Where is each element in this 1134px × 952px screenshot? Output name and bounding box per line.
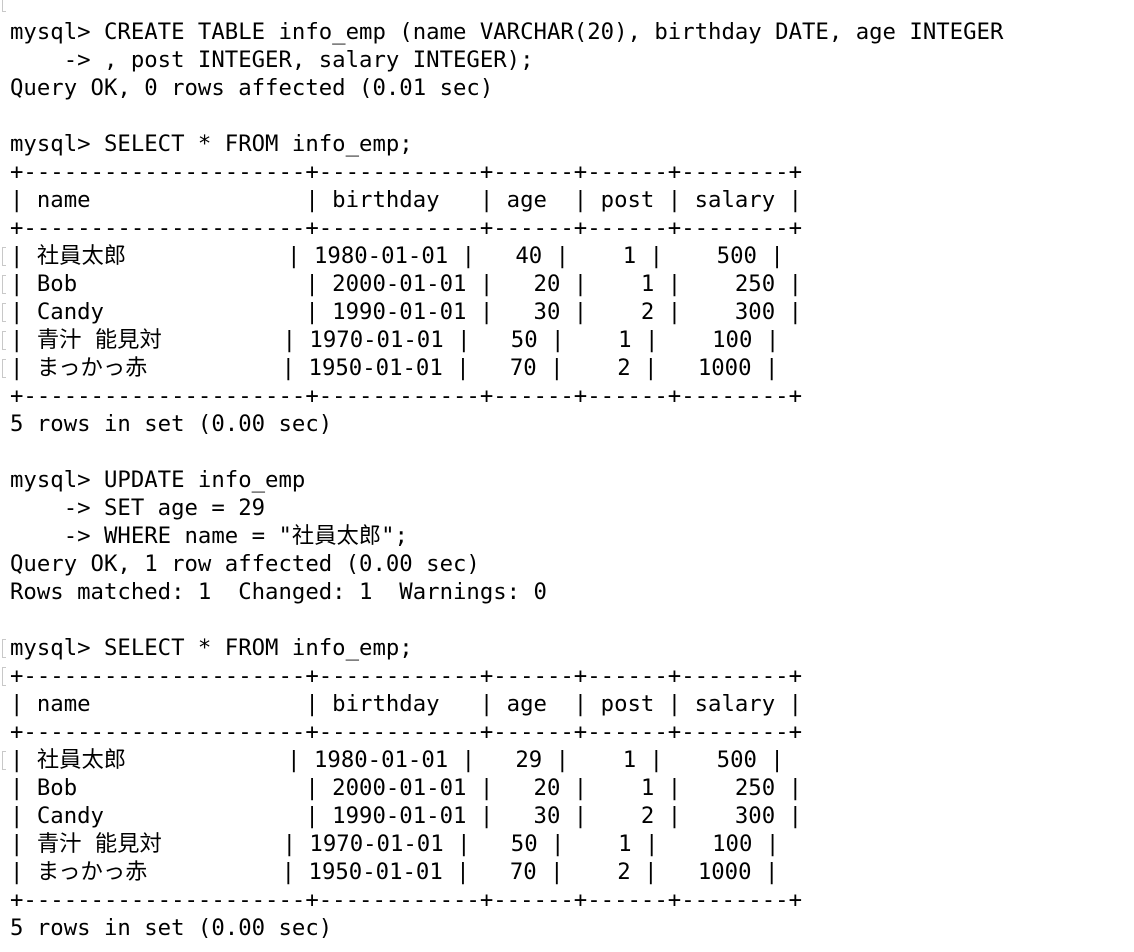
terminal-line-text: | 青汁 能見対 | 1970-01-01 | 50 | 1 | 100 | bbox=[10, 327, 780, 353]
line-marker-icon bbox=[2, 247, 6, 266]
terminal-line: | 青汁 能見対 | 1970-01-01 | 50 | 1 | 100 | bbox=[10, 830, 1003, 858]
line-marker-icon bbox=[2, 0, 6, 12]
terminal-line: 5 rows in set (0.00 sec) bbox=[10, 410, 1003, 438]
terminal-line-text: | Candy | 1990-01-01 | 30 | 2 | 300 | bbox=[10, 299, 803, 325]
terminal-line: | Bob | 2000-01-01 | 20 | 1 | 250 | bbox=[10, 774, 1003, 802]
terminal-line bbox=[10, 102, 1003, 130]
terminal-line: | Bob | 2000-01-01 | 20 | 1 | 250 | bbox=[2, 270, 1003, 298]
terminal-line-text: | name | birthday | age | post | salary … bbox=[10, 187, 803, 213]
terminal-line-text: +---------------------+------------+----… bbox=[10, 663, 803, 689]
line-marker-icon bbox=[2, 667, 6, 686]
terminal-line-text: mysql> CREATE TABLE info_emp (name VARCH… bbox=[10, 19, 1004, 45]
terminal-line: | Candy | 1990-01-01 | 30 | 2 | 300 | bbox=[10, 802, 1003, 830]
terminal-line-text: +---------------------+------------+----… bbox=[10, 719, 803, 745]
terminal-output[interactable]: mysql> CREATE TABLE info_emp (name VARCH… bbox=[2, 18, 1003, 942]
terminal-line bbox=[10, 606, 1003, 634]
line-marker-icon bbox=[2, 359, 6, 378]
terminal-line-text: -> , post INTEGER, salary INTEGER); bbox=[10, 47, 534, 73]
terminal-line: -> SET age = 29 bbox=[10, 494, 1003, 522]
terminal-line: -> , post INTEGER, salary INTEGER); bbox=[10, 46, 1003, 74]
terminal-line: mysql> UPDATE info_emp bbox=[10, 466, 1003, 494]
terminal-line-text: Query OK, 1 row affected (0.00 sec) bbox=[10, 551, 480, 577]
terminal-line: | 青汁 能見対 | 1970-01-01 | 50 | 1 | 100 | bbox=[2, 326, 1003, 354]
terminal-line: +---------------------+------------+----… bbox=[10, 214, 1003, 242]
terminal-line: | 社員太郎 | 1980-01-01 | 29 | 1 | 500 | bbox=[2, 746, 1003, 774]
terminal-line-text: Rows matched: 1 Changed: 1 Warnings: 0 bbox=[10, 579, 547, 605]
terminal-line-text: +---------------------+------------+----… bbox=[10, 215, 803, 241]
terminal-line: | まっかっ赤 | 1950-01-01 | 70 | 2 | 1000 | bbox=[10, 858, 1003, 886]
terminal-line bbox=[10, 438, 1003, 466]
terminal-line: mysql> CREATE TABLE info_emp (name VARCH… bbox=[10, 18, 1003, 46]
terminal-line-text: | 社員太郎 | 1980-01-01 | 29 | 1 | 500 | bbox=[10, 747, 784, 773]
terminal-line: | Candy | 1990-01-01 | 30 | 2 | 300 | bbox=[2, 298, 1003, 326]
terminal-line: +---------------------+------------+----… bbox=[2, 662, 1003, 690]
terminal-line: +---------------------+------------+----… bbox=[10, 886, 1003, 914]
terminal-line: +---------------------+------------+----… bbox=[10, 158, 1003, 186]
terminal-line: | name | birthday | age | post | salary … bbox=[10, 690, 1003, 718]
terminal-line: +---------------------+------------+----… bbox=[10, 382, 1003, 410]
terminal-line-text: | まっかっ赤 | 1950-01-01 | 70 | 2 | 1000 | bbox=[10, 859, 779, 885]
terminal-line-text: | 青汁 能見対 | 1970-01-01 | 50 | 1 | 100 | bbox=[10, 831, 780, 857]
terminal-line: mysql> SELECT * FROM info_emp; bbox=[10, 130, 1003, 158]
terminal-line-text: Query OK, 0 rows affected (0.01 sec) bbox=[10, 75, 494, 101]
terminal-line-text: mysql> UPDATE info_emp bbox=[10, 467, 306, 493]
line-marker-icon bbox=[2, 331, 6, 350]
terminal-line-text: mysql> SELECT * FROM info_emp; bbox=[10, 131, 413, 157]
terminal-line: Rows matched: 1 Changed: 1 Warnings: 0 bbox=[10, 578, 1003, 606]
terminal-line: | 社員太郎 | 1980-01-01 | 40 | 1 | 500 | bbox=[2, 242, 1003, 270]
terminal-line: | まっかっ赤 | 1950-01-01 | 70 | 2 | 1000 | bbox=[2, 354, 1003, 382]
terminal-line: -> WHERE name = "社員太郎"; bbox=[10, 522, 1003, 550]
terminal-line-text: +---------------------+------------+----… bbox=[10, 159, 803, 185]
terminal-line: Query OK, 0 rows affected (0.01 sec) bbox=[10, 74, 1003, 102]
line-marker-icon bbox=[2, 639, 6, 658]
terminal-line-text: | Candy | 1990-01-01 | 30 | 2 | 300 | bbox=[10, 803, 803, 829]
terminal-line-text: | まっかっ赤 | 1950-01-01 | 70 | 2 | 1000 | bbox=[10, 355, 779, 381]
terminal-line-text: -> WHERE name = "社員太郎"; bbox=[10, 523, 408, 549]
terminal-line-text: | name | birthday | age | post | salary … bbox=[10, 691, 803, 717]
line-marker-icon bbox=[2, 751, 6, 770]
terminal-line-text: 5 rows in set (0.00 sec) bbox=[10, 915, 333, 941]
terminal-line: mysql> SELECT * FROM info_emp; bbox=[2, 634, 1003, 662]
terminal-line: +---------------------+------------+----… bbox=[10, 718, 1003, 746]
line-marker-icon bbox=[2, 303, 6, 322]
terminal-line-text: | 社員太郎 | 1980-01-01 | 40 | 1 | 500 | bbox=[10, 243, 784, 269]
terminal-line: | name | birthday | age | post | salary … bbox=[10, 186, 1003, 214]
line-marker-icon bbox=[2, 275, 6, 294]
terminal-line-text: | Bob | 2000-01-01 | 20 | 1 | 250 | bbox=[10, 271, 803, 297]
terminal-line-text: -> SET age = 29 bbox=[10, 495, 266, 521]
terminal-line: 5 rows in set (0.00 sec) bbox=[10, 914, 1003, 942]
terminal-line-text: 5 rows in set (0.00 sec) bbox=[10, 411, 333, 437]
terminal-line-text: mysql> SELECT * FROM info_emp; bbox=[10, 635, 413, 661]
terminal-line: Query OK, 1 row affected (0.00 sec) bbox=[10, 550, 1003, 578]
terminal-line-text: +---------------------+------------+----… bbox=[10, 383, 803, 409]
terminal-line-text: | Bob | 2000-01-01 | 20 | 1 | 250 | bbox=[10, 775, 803, 801]
terminal-line-text: +---------------------+------------+----… bbox=[10, 887, 803, 913]
